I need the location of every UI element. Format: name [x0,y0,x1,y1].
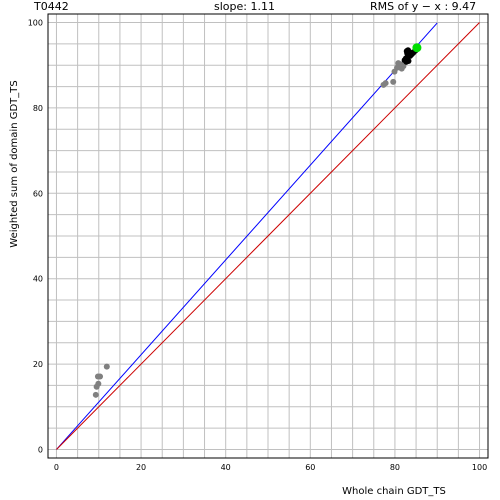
data-point [92,391,99,398]
data-point [97,373,104,380]
x-axis-label: Whole chain GDT_TS [342,486,446,497]
reference-lines [56,22,480,450]
plot-frame [47,13,489,459]
y-tick-label: 60 [33,189,43,198]
data-point [103,363,110,370]
data-point [95,380,102,387]
y-tick-label: 40 [33,275,43,284]
y-tick-label: 80 [33,104,43,113]
data-point [403,48,410,55]
x-tick-label: 100 [472,463,487,472]
tick-labels: 0 20 40 60 80 100 0 20 40 60 80 100 [28,19,487,472]
y-tick-label: 100 [28,19,43,28]
x-tick-label: 20 [136,463,146,472]
data-point [382,80,389,87]
x-tick-label: 40 [221,463,231,472]
y-axis-label: Weighted sum of domain GDT_TS [9,80,20,247]
rms-label: RMS of y − x : 9.47 [370,0,477,13]
y-tick-label: 0 [38,445,43,454]
data-point [390,78,397,85]
x-tick-label: 60 [305,463,315,472]
data-points [92,43,422,398]
grid [48,14,488,458]
x-tick-label: 0 [54,463,59,472]
data-point [412,43,422,53]
data-point [400,63,407,70]
fit-line [56,22,438,450]
slope-label: slope: 1.11 [214,0,275,13]
target-id-label: T0442 [34,0,69,13]
diagonal-line [56,22,480,450]
x-tick-label: 80 [390,463,400,472]
y-tick-label: 20 [33,360,43,369]
